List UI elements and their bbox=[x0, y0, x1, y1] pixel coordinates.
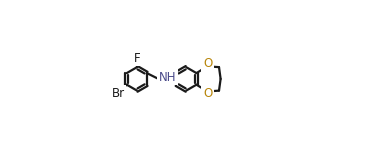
Text: Br: Br bbox=[112, 87, 125, 99]
Text: F: F bbox=[134, 52, 140, 65]
Text: O: O bbox=[203, 57, 212, 70]
Text: O: O bbox=[203, 87, 212, 100]
Text: NH: NH bbox=[159, 71, 176, 84]
